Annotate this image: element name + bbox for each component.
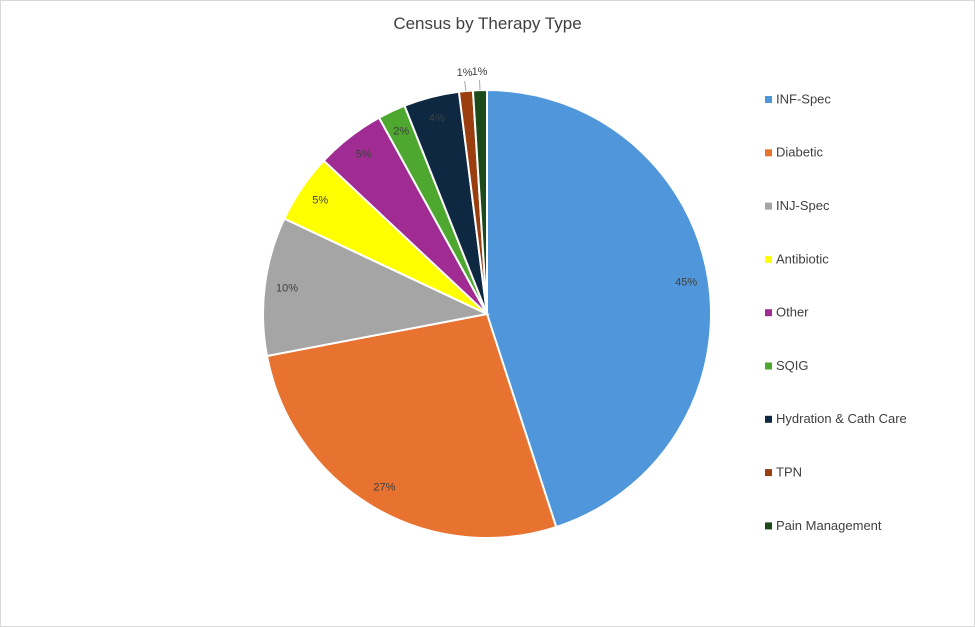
data-label-pain-management: 1% (472, 66, 488, 78)
data-label-sqig: 2% (393, 125, 409, 137)
data-label-inj-spec: 10% (276, 283, 298, 295)
legend-label-diabetic: Diabetic (776, 145, 823, 160)
legend-swatch-diabetic (765, 149, 772, 157)
legend-swatch-hydration-cath-care (765, 415, 772, 423)
pie-slice-inf-spec (486, 88, 712, 529)
pie-slices (262, 88, 712, 539)
pie-slice-diabetic (265, 312, 558, 539)
legend-swatch-inf-spec (765, 96, 772, 103)
legend-label-hydration-cath-care: Hydration & Cath Care (776, 411, 907, 426)
legend-swatch-other (765, 309, 772, 317)
chart-title: Census by Therapy Type (393, 14, 582, 33)
data-label-diabetic: 27% (373, 481, 395, 493)
data-label-tpn: 1% (457, 67, 473, 79)
legend-label-inf-spec: INF-Spec (776, 91, 831, 106)
pie-slice-inj-spec (262, 217, 491, 358)
pie-data-labels: 45% 27% 10% 5% 5% 2% 4% 1% 1% (276, 66, 697, 493)
data-label-inf-spec: 45% (675, 276, 697, 288)
legend-swatch-pain-management (765, 522, 772, 530)
legend-label-other: Other (776, 305, 809, 320)
legend-label-tpn: TPN (776, 465, 802, 480)
legend-label-pain-management: Pain Management (776, 518, 882, 533)
legend-label-antibiotic: Antibiotic (776, 251, 829, 266)
data-label-hydration-cath-care: 4% (429, 113, 445, 125)
legend-swatch-inj-spec (765, 202, 772, 210)
legend-swatch-sqig (765, 362, 772, 370)
data-label-other: 5% (355, 149, 371, 161)
pie-slice-pain-management (471, 88, 488, 315)
data-label-antibiotic: 5% (312, 195, 328, 207)
legend-swatch-tpn (765, 469, 772, 477)
legend-swatch-antibiotic (765, 255, 772, 263)
legend: INF-Spec Diabetic INJ-Spec Antibiotic Other S… (765, 91, 907, 533)
legend-label-sqig: SQIG (776, 358, 809, 373)
legend-label-inj-spec: INJ-Spec (776, 198, 830, 213)
leader-line-tpn (464, 80, 467, 92)
